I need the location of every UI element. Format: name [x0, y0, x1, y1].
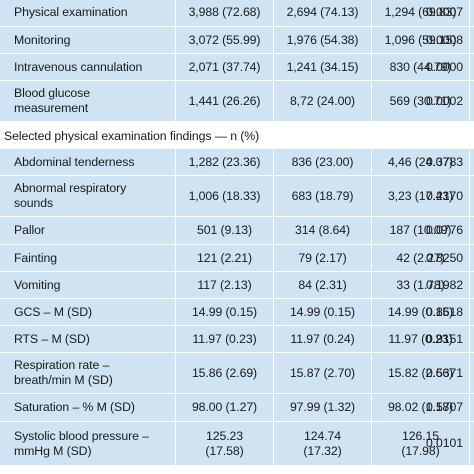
group2-value: 569 (30.71) — [372, 81, 470, 121]
p-value: 0.2170 — [426, 188, 464, 203]
p-value: 0.0776 — [426, 223, 464, 237]
p-value: 0.8250 — [426, 250, 464, 265]
group1-value: 314 (8.64) — [274, 217, 372, 244]
p-value: 0.0007 — [426, 5, 464, 19]
table-row: Respiration rate – breath/min M (SD) 15.… — [0, 353, 474, 394]
p-value: 0.3783 — [426, 154, 464, 169]
total-value: 14.99 (0.15) — [176, 299, 274, 325]
table-row: Saturation – % M (SD) 98.00 (1.27) 97.99… — [0, 394, 474, 422]
p-value: 0.8618 — [426, 304, 464, 319]
group1-value: 8,72 (24.00) — [274, 81, 372, 121]
row-label: Intravenous cannulation — [0, 54, 176, 80]
table-row: Physical examination 3,988 (72.68) 2,694… — [0, 0, 474, 27]
total-value: 98.00 (1.27) — [176, 394, 274, 421]
row-label: Pallor — [0, 217, 176, 244]
group2-value: 42 (2.27) — [372, 245, 470, 271]
row-label: Abnormal respiratory sounds — [0, 176, 176, 216]
p-value: 0.1982 — [426, 277, 464, 292]
row-label: Vomiting — [0, 272, 176, 298]
row-label: Physical examination — [0, 0, 176, 26]
group1-value: 84 (2.31) — [274, 272, 372, 298]
total-value: 121 (2.21) — [176, 245, 274, 271]
group2-value: 187 (10.09) — [372, 217, 470, 244]
group2-value: 3,23 (17.43) — [372, 176, 470, 216]
p-value: 0.0002 — [426, 93, 464, 108]
table-row: Abnormal respiratory sounds 1,006 (18.33… — [0, 176, 474, 217]
group2-value: 1,294 (69.83) — [372, 0, 470, 26]
group1-value: 79 (2.17) — [274, 245, 372, 271]
row-label: Respiration rate – breath/min M (SD) — [0, 353, 176, 393]
total-value: 3,988 (72.68) — [176, 0, 274, 26]
group1-value: 1,976 (54.38) — [274, 27, 372, 53]
group2-value: 33 (1.78) — [372, 272, 470, 298]
row-label: Saturation – % M (SD) — [0, 394, 176, 421]
row-label: Abdominal tenderness — [0, 149, 176, 175]
p-value: 0.0101 — [426, 436, 464, 450]
p-value: 0.5707 — [426, 400, 464, 414]
total-value: 3,072 (55.99) — [176, 27, 274, 53]
row-label: RTS – M (SD) — [0, 326, 176, 352]
group2-value: 15.82 (2.66) — [372, 353, 470, 393]
group2-value: 830 (44.79) — [372, 54, 470, 80]
total-value: 501 (9.13) — [176, 217, 274, 244]
group1-value: 11.97 (0.24) — [274, 326, 372, 352]
table-row: Intravenous cannulation 2,071 (37.74) 1,… — [0, 54, 474, 81]
group1-value: 14.99 (0.15) — [274, 299, 372, 325]
group1-value: 15.87 (2.70) — [274, 353, 372, 393]
group1-value: 1,241 (34.15) — [274, 54, 372, 80]
row-label: Monitoring — [0, 27, 176, 53]
table-row: Systolic blood pressure – mmHg M (SD) 12… — [0, 422, 474, 466]
p-value: 0.0008 — [426, 32, 464, 47]
group1-value: 683 (18.79) — [274, 176, 372, 216]
table-row: Pallor 501 (9.13) 314 (8.64) 187 (10.09)… — [0, 217, 474, 245]
p-value: 0.0000 — [426, 59, 464, 74]
p-value: 0.9151 — [426, 331, 464, 346]
group2-value: 98.02 (1.18) — [372, 394, 470, 421]
total-value: 1,006 (18.33) — [176, 176, 274, 216]
group1-value: 2,694 (74.13) — [274, 0, 372, 26]
row-label: Fainting — [0, 245, 176, 271]
group2-value: 14.99 (0.15) — [372, 299, 470, 325]
table-row: GCS – M (SD) 14.99 (0.15) 14.99 (0.15) 1… — [0, 299, 474, 326]
total-value: 125.23 (17.58) — [176, 422, 274, 465]
total-value: 11.97 (0.23) — [176, 326, 274, 352]
table-row: Vomiting 117 (2.13) 84 (2.31) 33 (1.78) … — [0, 272, 474, 299]
group1-value: 836 (23.00) — [274, 149, 372, 175]
row-label: Systolic blood pressure – mmHg M (SD) — [0, 422, 176, 465]
section-heading: Selected physical examination findings —… — [0, 122, 474, 149]
row-label: Blood glucose measurement — [0, 81, 176, 121]
total-value: 2,071 (37.74) — [176, 54, 274, 80]
total-value: 1,282 (23.36) — [176, 149, 274, 175]
p-value: 0.5371 — [426, 365, 464, 380]
total-value: 1,441 (26.26) — [176, 81, 274, 121]
table-row: Fainting 121 (2.21) 79 (2.17) 42 (2.27) … — [0, 245, 474, 272]
group1-value: 124.74 (17.32) — [274, 422, 372, 465]
group2-value: 4,46 (24.07) — [372, 149, 470, 175]
total-value: 117 (2.13) — [176, 272, 274, 298]
total-value: 15.86 (2.69) — [176, 353, 274, 393]
table-row: Abdominal tenderness 1,282 (23.36) 836 (… — [0, 149, 474, 176]
row-label: GCS – M (SD) — [0, 299, 176, 325]
group2-value: 126.15 (17.98) — [372, 422, 470, 465]
table-row: RTS – M (SD) 11.97 (0.23) 11.97 (0.24) 1… — [0, 326, 474, 353]
group2-value: 11.97 (0.23) — [372, 326, 470, 352]
group1-value: 97.99 (1.32) — [274, 394, 372, 421]
table-row: Monitoring 3,072 (55.99) 1,976 (54.38) 1… — [0, 27, 474, 54]
group2-value: 1,096 (59.15) — [372, 27, 470, 53]
table-row: Blood glucose measurement 1,441 (26.26) … — [0, 81, 474, 122]
